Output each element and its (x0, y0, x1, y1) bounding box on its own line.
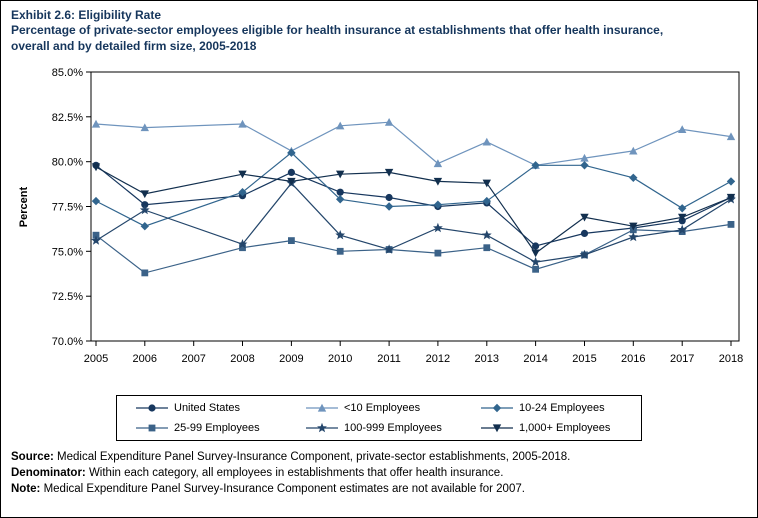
footnote-note: Note: Medical Expenditure Panel Survey-I… (11, 481, 747, 497)
footnote-note-label: Note: (11, 483, 41, 496)
y-axis-tick-label: 72.5% (52, 291, 83, 303)
exhibit-title: Exhibit 2.6: Eligibility Rate (11, 8, 162, 22)
x-axis-tick-label: 2017 (670, 353, 694, 365)
y-axis-tick-label: 85.0% (52, 67, 83, 79)
x-axis-tick-label: 2014 (523, 353, 547, 365)
chart-area: 85.0% 82.5% 80.0% 77.5% 75.0% 72.5% 70.0% 2005 2… (1, 58, 757, 389)
line-chart: 85.0% 82.5% 80.0% 77.5% 75.0% 72.5% 70.0%2005 2… (18, 67, 743, 365)
series-1-000-employees (91, 163, 736, 258)
legend-label: United States (174, 402, 241, 415)
legend-label: 100-999 Employees (344, 422, 442, 435)
legend-item-lt10-employees: <10 Employees (291, 402, 466, 414)
footnote-note-text: Medical Expenditure Panel Survey-Insuran… (40, 483, 525, 496)
circle-marker-icon (135, 402, 169, 414)
legend-item-100-999-employees: 100-999 Employees (291, 422, 466, 434)
triangle-down-marker-icon (480, 422, 514, 434)
triangle-up-marker-icon (305, 402, 339, 414)
legend-item-10-24-employees: 10-24 Employees (466, 402, 631, 414)
y-axis-tick-label: 80.0% (52, 157, 83, 169)
x-axis-tick-label: 2018 (719, 353, 743, 365)
y-axis-tick-label: 77.5% (52, 202, 83, 214)
exhibit-subtitle-line2: overall and by detailed firm size, 2005-… (11, 38, 257, 53)
legend-label: <10 Employees (344, 402, 421, 415)
x-axis-tick-label: 2013 (475, 353, 499, 365)
footnote-source: Source: Medical Expenditure Panel Survey… (11, 449, 747, 465)
plot-frame (90, 71, 740, 342)
title-block: Exhibit 2.6: Eligibility Rate Percentage… (1, 1, 757, 54)
footnote-source-text: Medical Expenditure Panel Survey-Insuran… (53, 451, 571, 464)
footnote-source-label: Source: (11, 451, 54, 464)
footnote-denominator-text: Within each category, all employees in e… (85, 467, 504, 480)
y-axis-tick-label: 70.0% (52, 336, 83, 348)
y-axis-title: Percent (18, 187, 30, 228)
x-axis-tick-label: 2011 (377, 353, 401, 365)
chart-legend: United States <10 Employees 10-24 Employ… (116, 395, 642, 442)
x-axis-tick-label: 2012 (426, 353, 450, 365)
exhibit-subtitle-line1: Percentage of private-sector employees e… (11, 23, 664, 38)
diamond-marker-icon (480, 402, 514, 414)
footnote-denominator: Denominator: Within each category, all e… (11, 465, 747, 481)
x-axis-tick-label: 2010 (328, 353, 352, 365)
legend-item-united-states: United States (121, 402, 291, 414)
footnote-denominator-label: Denominator: (11, 467, 86, 480)
legend-label: 25-99 Employees (174, 422, 260, 435)
x-axis-tick-label: 2007 (181, 353, 205, 365)
star-marker-icon (305, 422, 339, 434)
x-axis-tick-label: 2015 (572, 353, 596, 365)
series-25-99-employees (92, 221, 735, 277)
square-marker-icon (135, 422, 169, 434)
footnotes: Source: Medical Expenditure Panel Survey… (1, 441, 757, 497)
legend-label: 1,000+ Employees (519, 422, 611, 435)
legend-label: 10-24 Employees (519, 402, 605, 415)
legend-item-25-99-employees: 25-99 Employees (121, 422, 291, 434)
y-axis-tick-label: 75.0% (52, 246, 83, 258)
x-axis-tick-label: 2016 (621, 353, 645, 365)
x-axis-tick-label: 2006 (133, 353, 157, 365)
series-100-999-employees (91, 178, 736, 267)
series-10-24-employees (91, 148, 736, 231)
x-axis-tick-label: 2009 (279, 353, 303, 365)
x-axis-tick-label: 2005 (84, 353, 108, 365)
y-axis-tick-label: 82.5% (52, 112, 83, 124)
series-10-employees (91, 118, 736, 169)
legend-item-1000plus-employees: 1,000+ Employees (466, 422, 631, 434)
x-axis-tick-label: 2008 (230, 353, 254, 365)
